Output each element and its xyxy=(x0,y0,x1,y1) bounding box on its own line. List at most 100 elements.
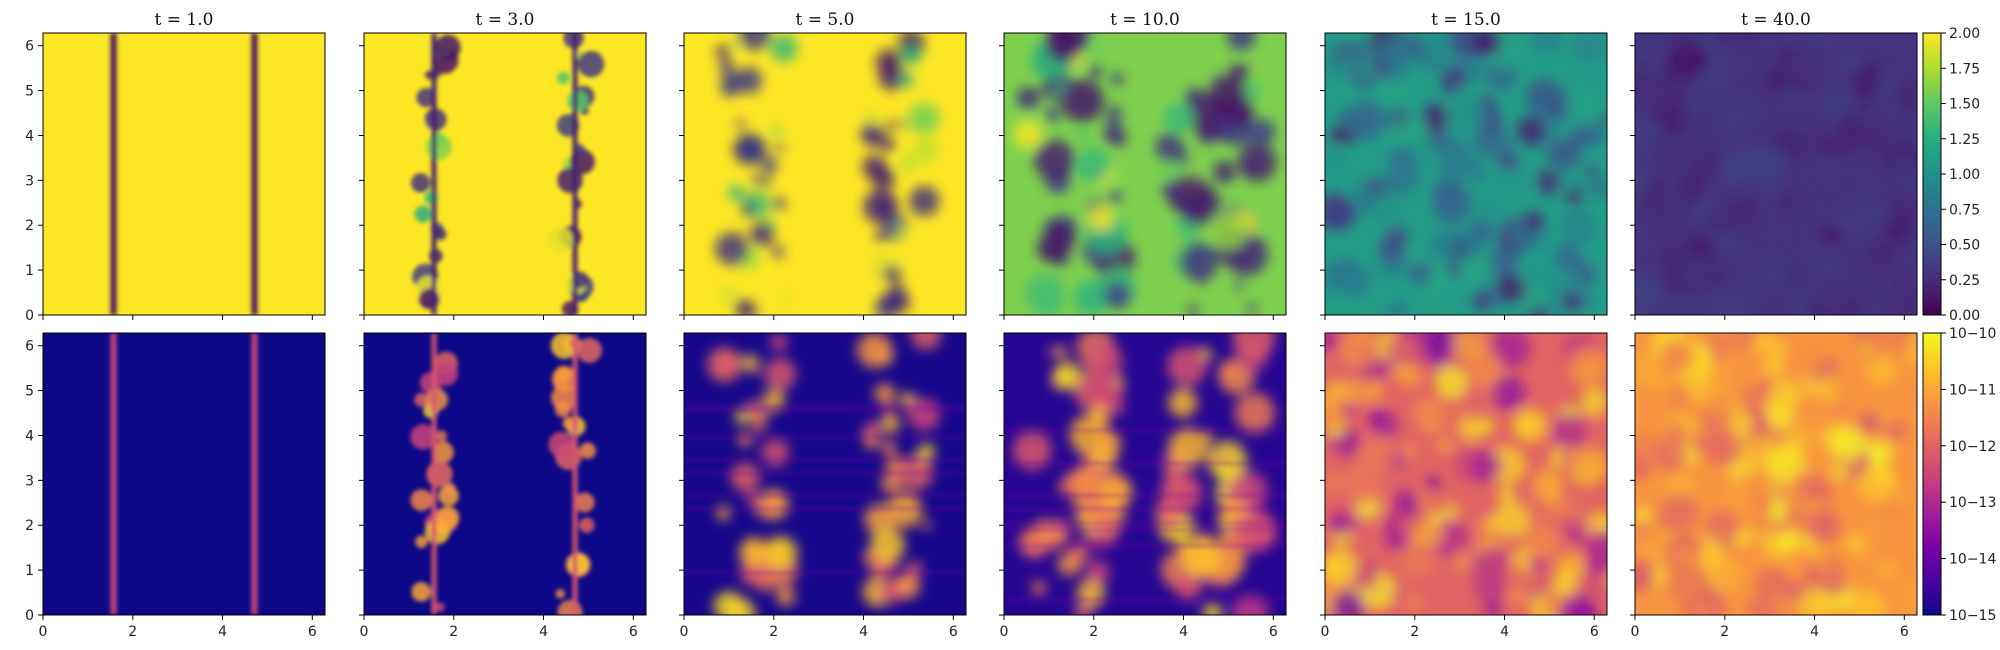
field-filaments xyxy=(110,33,258,315)
y-tick-label: 4 xyxy=(25,128,34,144)
colorbar-tick-label: 10−13 xyxy=(1949,495,1996,511)
panel-r1-c3: t = 5.0 xyxy=(679,10,967,320)
x-tick-label: 4 xyxy=(859,624,868,640)
panel-r1-c2: t = 3.0 xyxy=(359,10,647,320)
y-tick-label: 0 xyxy=(25,308,34,324)
colorbar-tick-label: 10−15 xyxy=(1949,608,1996,624)
panel-frame xyxy=(683,332,967,616)
colorbar-tick-label: 10−10 xyxy=(1949,326,1996,342)
panel-r1-c4: t = 10.0 xyxy=(999,10,1287,320)
field-image xyxy=(684,33,966,315)
field-image xyxy=(1325,33,1607,315)
field-structures xyxy=(1635,333,1917,615)
colorbar-tick-label: 1.00 xyxy=(1949,167,1980,183)
y-tick-label: 5 xyxy=(25,384,34,400)
x-tick-label: 2 xyxy=(1720,624,1729,640)
x-tick-label: 0 xyxy=(1321,624,1330,640)
field-background xyxy=(43,33,325,315)
panel-frame xyxy=(683,32,967,316)
y-tick-label: 2 xyxy=(25,218,34,234)
panel-r2-c6: 0 2 4 6 xyxy=(1630,332,1918,640)
field-image xyxy=(1325,333,1607,615)
field-filaments xyxy=(684,405,966,574)
panel-frame xyxy=(42,332,326,616)
x-tick-label: 4 xyxy=(1179,624,1188,640)
panel-r2-c1: 0 1 2 3 4 5 6 0 2 4 6 xyxy=(25,332,326,640)
y-tick-label: 4 xyxy=(25,428,34,444)
colorbar-tick-label: 1.50 xyxy=(1949,97,1980,113)
x-tick-label: 4 xyxy=(1500,624,1509,640)
x-tick-label: 2 xyxy=(769,624,778,640)
panel-frame xyxy=(1003,332,1287,616)
panels-layer: 0 1 2 3 4 5 6 t = 1.0 t = 3.0 t = 5.0 t = 10.0 t = … xyxy=(25,10,1918,640)
x-tick-label: 2 xyxy=(128,624,137,640)
x-tick-label: 6 xyxy=(308,624,317,640)
panel-title: t = 40.0 xyxy=(1741,10,1811,30)
panel-frame xyxy=(363,332,647,616)
field-structures xyxy=(1325,33,1607,315)
panel-frame xyxy=(363,32,647,316)
field-image xyxy=(364,333,646,615)
x-tick-label: 2 xyxy=(1089,624,1098,640)
panel-r1-c1: 0 1 2 3 4 5 6 t = 1.0 xyxy=(25,10,326,324)
colorbar-tick-label: 10−14 xyxy=(1949,552,1996,568)
x-tick-label: 0 xyxy=(39,624,48,640)
x-tick-label: 6 xyxy=(949,624,958,640)
panel-r1-c5: t = 15.0 xyxy=(1320,10,1608,320)
field-structures xyxy=(1325,333,1607,615)
colorbar-tick-label: 10−12 xyxy=(1949,439,1996,455)
colorbars-layer: 0.00 0.25 0.50 0.75 1.00 1.25 1.50 1.75 2.00 10−1… xyxy=(1922,26,1996,624)
colorbar-tick-label: 0.50 xyxy=(1949,238,1980,254)
x-tick-label: 0 xyxy=(680,624,689,640)
field-image xyxy=(1635,33,1917,315)
x-tick-label: 6 xyxy=(1269,624,1278,640)
x-tick-label: 0 xyxy=(1000,624,1009,640)
y-tick-label: 1 xyxy=(25,263,34,279)
x-tick-label: 0 xyxy=(360,624,369,640)
field-image xyxy=(43,33,325,315)
x-tick-label: 4 xyxy=(218,624,227,640)
field-image xyxy=(1004,33,1286,315)
y-tick-label: 3 xyxy=(25,173,34,189)
field-image xyxy=(684,333,966,615)
field-image xyxy=(1004,333,1286,615)
x-tick-label: 6 xyxy=(1900,624,1909,640)
panel-title: t = 15.0 xyxy=(1431,10,1501,30)
panel-r2-c2: 0 2 4 6 xyxy=(359,332,647,640)
y-tick-label: 6 xyxy=(25,39,34,55)
field-structures xyxy=(1635,33,1917,315)
y-tick-label: 3 xyxy=(25,473,34,489)
colorbar-gradient xyxy=(1922,32,1942,316)
field-background xyxy=(43,333,325,615)
x-tick-label: 4 xyxy=(1810,624,1819,640)
panel-frame xyxy=(1634,32,1918,316)
y-tick-label: 5 xyxy=(25,84,34,100)
x-tick-label: 2 xyxy=(449,624,458,640)
y-tick-label: 6 xyxy=(25,339,34,355)
colorbar-gradient xyxy=(1922,332,1942,616)
colorbar-2: 10−15 10−14 10−13 10−12 10−11 10−10 xyxy=(1922,326,1996,624)
field-structures xyxy=(714,33,941,315)
field-filaments xyxy=(1004,429,1286,601)
colorbar-tick-label: 10−11 xyxy=(1949,382,1996,398)
panel-frame xyxy=(42,32,326,316)
field-structures xyxy=(1013,33,1277,315)
colorbar-tick-label: 1.25 xyxy=(1949,132,1980,148)
panel-title: t = 10.0 xyxy=(1110,10,1180,30)
colorbar-tick-label: 1.75 xyxy=(1949,61,1980,77)
y-tick-label: 2 xyxy=(25,518,34,534)
panel-title: t = 3.0 xyxy=(476,10,535,30)
panel-title: t = 5.0 xyxy=(796,10,855,30)
field-image xyxy=(1635,333,1917,615)
x-tick-label: 2 xyxy=(1410,624,1419,640)
x-tick-label: 0 xyxy=(1631,624,1640,640)
colorbar-1: 0.00 0.25 0.50 0.75 1.00 1.25 1.50 1.75 2.00 xyxy=(1922,26,1980,324)
colorbar-tick-label: 0.25 xyxy=(1949,273,1980,289)
colorbar-tick-label: 2.00 xyxy=(1949,26,1980,42)
panel-r1-c6: t = 40.0 xyxy=(1630,10,1918,320)
x-tick-label: 6 xyxy=(629,624,638,640)
colorbar-tick-label: 0.75 xyxy=(1949,202,1980,218)
panel-r2-c3: 0 2 4 6 xyxy=(679,332,967,640)
field-filaments xyxy=(110,333,258,615)
